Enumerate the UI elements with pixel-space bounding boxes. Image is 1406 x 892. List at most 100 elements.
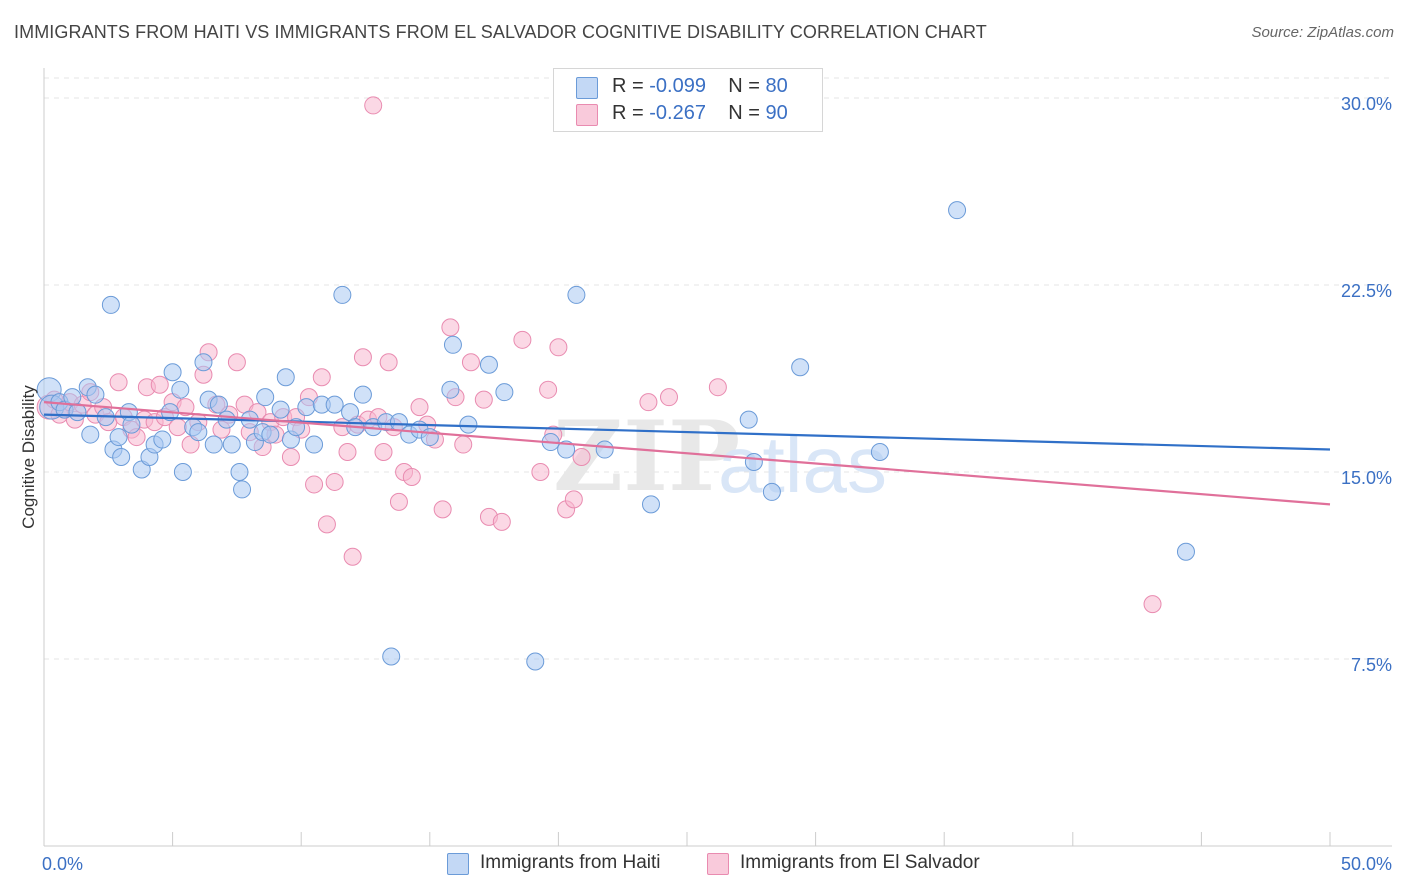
haiti-point-60 xyxy=(459,415,478,434)
salvador-point-55 xyxy=(379,353,398,372)
x-tick-label-max: 50.0% xyxy=(1341,854,1392,874)
haiti-point-46 xyxy=(325,395,344,414)
trend-lines xyxy=(43,401,1331,506)
haiti-point-70 xyxy=(744,453,763,471)
y-axis-label: Cognitive Disability xyxy=(19,385,38,529)
salvador-n-label: N = xyxy=(728,102,766,124)
haiti-n-value: 80 xyxy=(765,75,788,97)
salvador-point-47 xyxy=(338,443,357,462)
grid-lines xyxy=(44,77,1392,660)
haiti-point-63 xyxy=(526,652,545,671)
salvador-point-73 xyxy=(539,380,558,399)
haiti-point-26 xyxy=(194,353,213,372)
salvador-point-50 xyxy=(353,348,372,367)
salvador-point-44 xyxy=(317,515,336,534)
y-tick-label-1: 15.0% xyxy=(1341,468,1392,488)
salvador-point-63 xyxy=(433,500,452,519)
x-ticks xyxy=(43,832,1331,846)
haiti-point-10 xyxy=(101,295,120,314)
haiti-point-23 xyxy=(173,462,192,481)
bottom-legend-salvador-swatch xyxy=(707,853,729,875)
salvador-r-label: R = xyxy=(612,102,650,124)
haiti-point-62 xyxy=(495,383,514,402)
salvador-point-72 xyxy=(531,462,550,481)
salvador-point-38 xyxy=(281,448,300,467)
haiti-point-65 xyxy=(557,440,576,459)
salvador-point-59 xyxy=(402,467,421,486)
bottom-legend-haiti-label: Immigrants from Haiti xyxy=(480,852,661,873)
haiti-point-53 xyxy=(382,647,401,666)
haiti-point-75 xyxy=(1176,542,1195,561)
salvador-point-21 xyxy=(168,418,187,437)
salvador-point-42 xyxy=(305,475,324,494)
haiti-r-label: R = xyxy=(612,75,650,97)
correlation-legend: R = -0.099 N = 80 R = -0.267 N = 90 xyxy=(553,68,823,132)
haiti-point-37 xyxy=(256,388,275,407)
haiti-point-33 xyxy=(233,480,252,499)
x-tick-label-min: 0.0% xyxy=(42,854,83,874)
haiti-point-44 xyxy=(305,435,324,454)
salvador-r-value: -0.267 xyxy=(649,102,706,124)
haiti-point-50 xyxy=(353,385,372,404)
salvador-point-57 xyxy=(389,492,408,511)
salvador-point-60 xyxy=(410,398,429,417)
source-label: Source: ZipAtlas.com xyxy=(1251,24,1394,41)
bottom-legend-haiti-swatch xyxy=(447,853,469,875)
axes xyxy=(43,68,1392,847)
salvador-point-52 xyxy=(364,96,383,115)
salvador-point-75 xyxy=(549,338,568,357)
haiti-point-8 xyxy=(86,385,105,404)
salvador-point-11 xyxy=(109,373,128,392)
salvador-point-66 xyxy=(454,435,473,454)
haiti-point-43 xyxy=(297,398,316,417)
haiti-point-59 xyxy=(443,335,462,354)
haiti-point-32 xyxy=(230,462,249,481)
haiti-point-67 xyxy=(595,440,614,459)
haiti-swatch xyxy=(576,77,598,99)
haiti-point-7 xyxy=(81,425,100,444)
y-tick-label-0: 7.5% xyxy=(1351,655,1392,675)
haiti-point-29 xyxy=(209,395,228,414)
salvador-point-43 xyxy=(312,368,331,387)
salvador-point-70 xyxy=(492,512,511,531)
chart-title: IMMIGRANTS FROM HAITI VS IMMIGRANTS FROM… xyxy=(14,22,987,42)
salvador-swatch xyxy=(576,104,598,126)
salvador-point-81 xyxy=(708,378,727,397)
haiti-point-31 xyxy=(222,435,241,454)
haiti-point-38 xyxy=(261,425,280,444)
haiti-points xyxy=(36,201,1195,671)
haiti-point-22 xyxy=(171,380,190,399)
salvador-trend-line xyxy=(43,401,1331,506)
haiti-point-40 xyxy=(276,368,295,387)
salvador-point-45 xyxy=(325,472,344,491)
haiti-trend-line xyxy=(43,413,1331,451)
salvador-point-18 xyxy=(150,375,169,394)
haiti-point-15 xyxy=(122,415,141,434)
salvador-point-67 xyxy=(461,353,480,372)
salvador-point-64 xyxy=(441,318,460,337)
haiti-point-21 xyxy=(163,363,182,382)
haiti-point-47 xyxy=(333,285,352,304)
haiti-point-19 xyxy=(153,430,172,449)
haiti-n-label: N = xyxy=(728,75,766,97)
haiti-point-74 xyxy=(948,201,967,220)
haiti-point-39 xyxy=(271,400,290,419)
haiti-r-value: -0.099 xyxy=(649,75,706,97)
haiti-point-68 xyxy=(641,495,660,514)
haiti-point-69 xyxy=(739,410,758,429)
salvador-point-54 xyxy=(374,443,393,462)
salvador-point-48 xyxy=(343,547,362,566)
bottom-legend-salvador-label: Immigrants from El Salvador xyxy=(740,852,980,873)
haiti-point-72 xyxy=(791,358,810,377)
haiti-point-58 xyxy=(441,380,460,399)
haiti-point-13 xyxy=(112,448,131,467)
y-tick-label-3: 30.0% xyxy=(1341,94,1392,114)
salvador-point-79 xyxy=(639,393,658,412)
salvador-point-71 xyxy=(513,330,532,349)
y-tick-label-2: 22.5% xyxy=(1341,281,1392,301)
haiti-point-71 xyxy=(762,482,781,501)
salvador-n-value: 90 xyxy=(765,102,788,124)
haiti-point-57 xyxy=(420,428,439,447)
haiti-point-66 xyxy=(567,285,586,304)
